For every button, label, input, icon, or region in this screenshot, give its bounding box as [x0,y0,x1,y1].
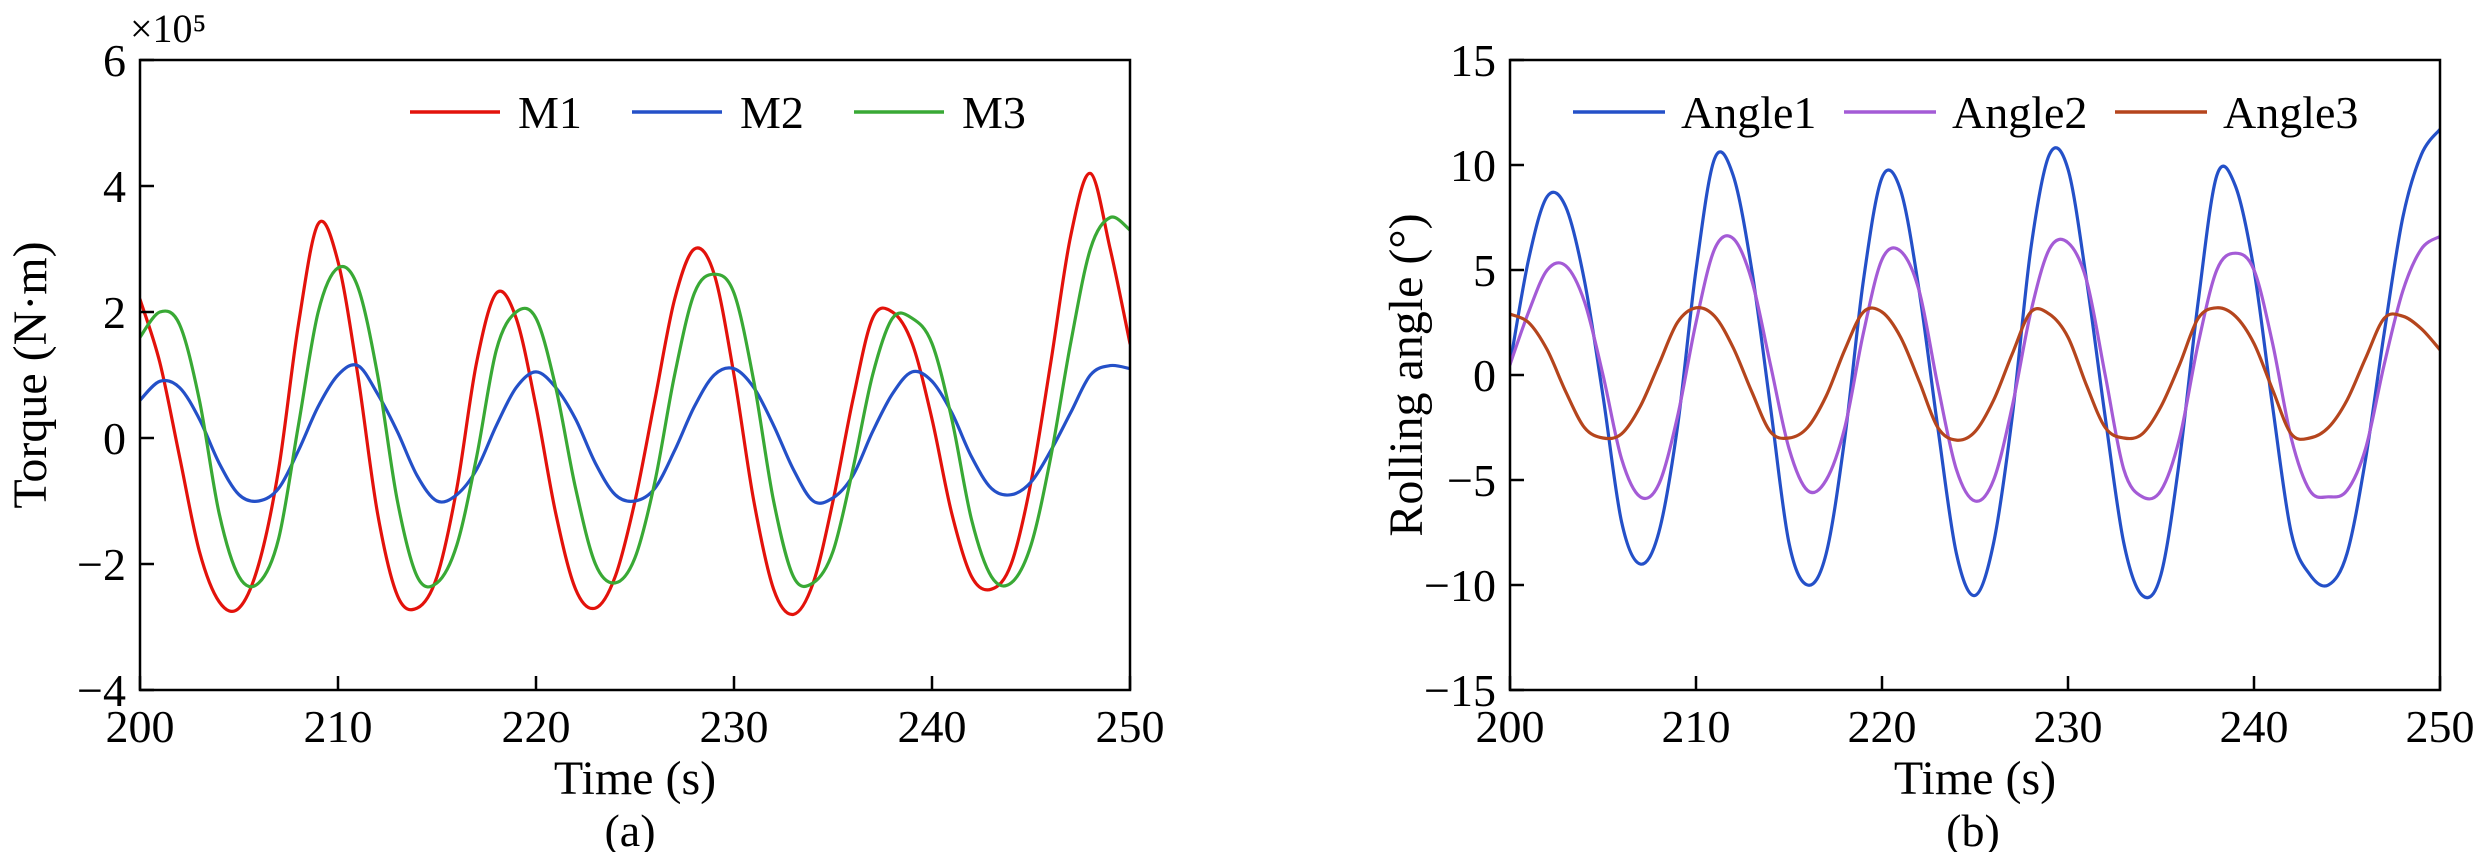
legend-label-Angle3: Angle3 [2223,87,2358,138]
x-tick-label: 250 [2406,701,2475,752]
series-line-Angle2 [1510,234,2440,503]
y-tick-label: −5 [1447,455,1496,506]
y-tick-label: 0 [103,413,126,464]
series-line-Angle1 [1510,127,2440,600]
y-tick-label: −15 [1424,665,1496,716]
y-tick-label: 5 [1473,245,1496,296]
y-tick-label: 6 [103,35,126,86]
y-tick-label: 4 [103,161,126,212]
chart-a: ×10⁵ Torque (N·m) Time (s) (a) 200 210 220… [4,6,1165,852]
y-tick-label: 0 [1473,350,1496,401]
x-tick-label: 240 [898,701,967,752]
x-tick-label: 210 [1662,701,1731,752]
subfigure-label: (b) [1946,805,2000,852]
x-tick-label: 230 [700,701,769,752]
chart-b: Rolling angle (°) Time (s) (b) 200 210 220… [1380,35,2475,852]
x-tick-label: 250 [1096,701,1165,752]
legend-label-Angle1: Angle1 [1681,87,1816,138]
subfigure-label: (a) [604,805,655,852]
series-line-Angle3 [1510,306,2440,442]
x-tick-label: 210 [304,701,373,752]
y-tick-label: 15 [1450,35,1496,86]
plot-box [138,58,1132,692]
y-tick-label: −4 [77,665,126,716]
x-tick-label: 240 [2220,701,2289,752]
series-line-M1 [140,171,1130,617]
series-group [1510,127,2440,600]
y-tick-label: −2 [77,539,126,590]
y-axis-label: Torque (N·m) [4,241,57,508]
series-line-M2 [140,363,1130,505]
x-tick-label: 220 [1848,701,1917,752]
y-tick-label: −10 [1424,560,1496,611]
series-group [140,171,1130,617]
axis-scale-label: ×10⁵ [130,6,207,51]
legend-label-Angle2: Angle2 [1952,87,2087,138]
x-tick-label: 230 [2034,701,2103,752]
y-axis-label: Rolling angle (°) [1380,213,1433,536]
series-line-M3 [140,215,1130,589]
legend-label-M3: M3 [962,87,1026,138]
x-axis-label: Time (s) [1894,752,2056,805]
y-tick-label: 2 [103,287,126,338]
x-tick-label: 200 [1476,701,1545,752]
legend-label-M2: M2 [740,87,804,138]
legend-label-M1: M1 [518,87,582,138]
y-tick-label: 10 [1450,140,1496,191]
x-tick-label: 200 [106,701,175,752]
x-tick-label: 220 [502,701,571,752]
x-axis-label: Time (s) [554,752,716,805]
